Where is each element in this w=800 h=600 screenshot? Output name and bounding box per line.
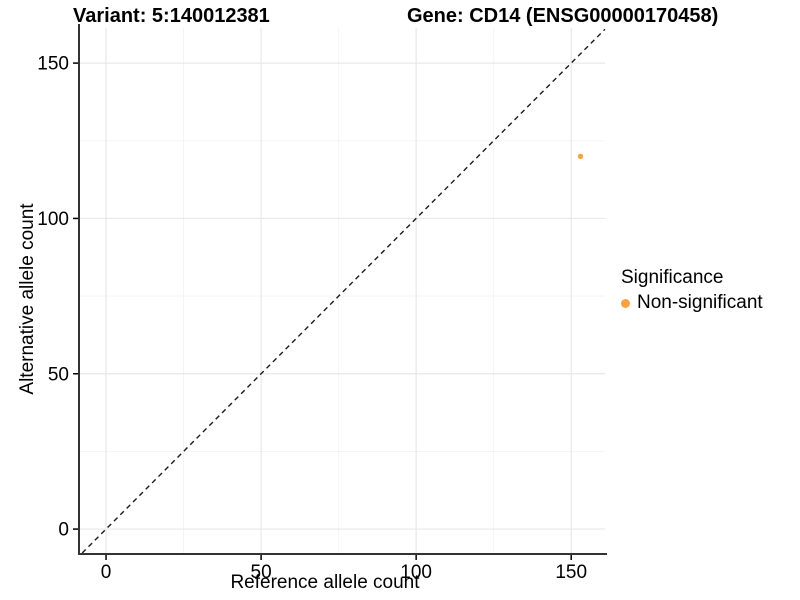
data-point <box>577 153 584 159</box>
legend-item: Non-significant <box>621 292 763 314</box>
x-tick-label: 0 <box>101 562 112 583</box>
y-axis-title: Alternative allele count <box>17 203 38 395</box>
plot-title-gene: Gene: CD14 (ENSG00000170458) <box>407 5 719 27</box>
legend-point-icon <box>621 298 630 308</box>
legend-item-label: Non-significant <box>637 292 763 313</box>
identity-line <box>81 28 606 554</box>
x-tick-label: 100 <box>400 562 432 583</box>
y-tick-label: 150 <box>37 54 69 75</box>
y-tick-label: 50 <box>48 364 69 385</box>
legend-title: Significance <box>621 267 724 288</box>
x-tick-label: 50 <box>251 562 272 583</box>
plot-title-variant: Variant: 5:140012381 <box>73 5 270 27</box>
x-tick-label: 150 <box>555 562 587 583</box>
y-tick-label: 0 <box>58 520 69 541</box>
legend: Significance Non-significant <box>621 266 763 314</box>
y-tick-label: 100 <box>37 209 69 230</box>
x-axis-title: Reference allele count <box>230 572 420 593</box>
